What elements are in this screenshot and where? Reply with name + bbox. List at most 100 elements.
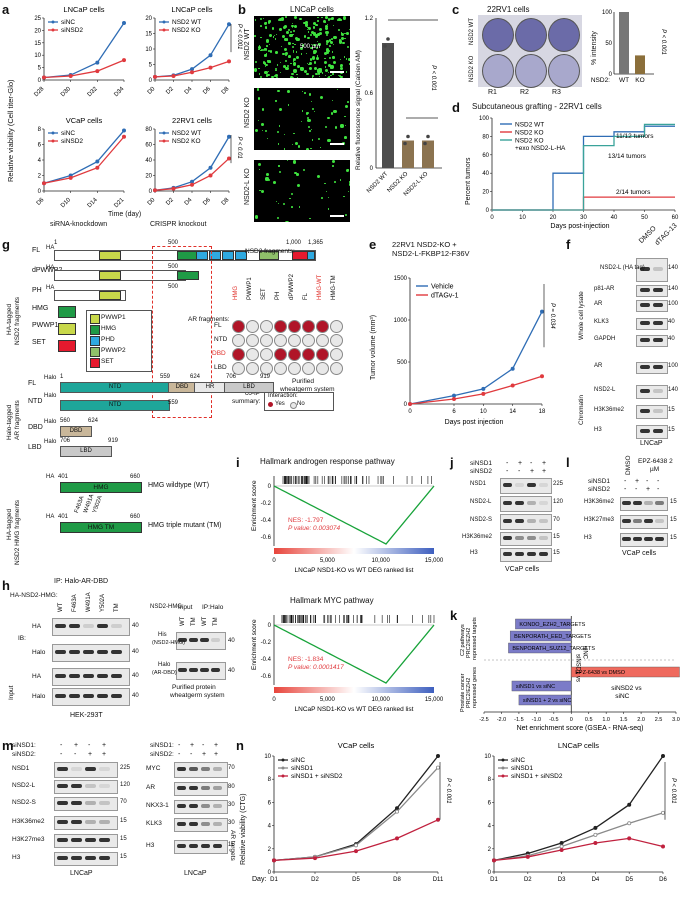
g-domain-set bbox=[58, 340, 76, 352]
band bbox=[178, 638, 187, 642]
cell-dot bbox=[293, 30, 296, 33]
f-mw: 140 bbox=[668, 286, 679, 292]
x-tick-label: D4 bbox=[184, 197, 194, 207]
cell-dot bbox=[348, 190, 350, 192]
cell-dot bbox=[275, 74, 279, 78]
band bbox=[85, 856, 96, 860]
cell-dot bbox=[316, 68, 319, 71]
cell-dot bbox=[307, 112, 310, 115]
cell-dot bbox=[275, 34, 278, 36]
g-arnum: 919 bbox=[260, 374, 271, 380]
g-interaction-dot bbox=[232, 320, 245, 333]
g-legend-label: PHD bbox=[101, 336, 115, 343]
cell-dot bbox=[300, 67, 304, 71]
x-tick-label: 6 bbox=[452, 409, 456, 415]
group1c: repressed targets bbox=[472, 617, 478, 660]
g-interaction-dot bbox=[232, 348, 245, 361]
panel-n-letter: n bbox=[236, 738, 244, 753]
y-tick-label: 4 bbox=[488, 824, 492, 830]
g-frag-col: dPWWP2 bbox=[289, 273, 295, 300]
band bbox=[644, 519, 653, 523]
legend-label: Vehicle bbox=[431, 284, 454, 291]
x-tick-label: D1 bbox=[490, 877, 498, 883]
y-tick-label: 8 bbox=[488, 777, 492, 783]
cell-dot bbox=[303, 34, 307, 38]
band bbox=[527, 519, 536, 523]
l-sign: + bbox=[635, 478, 640, 485]
cell-dot bbox=[280, 17, 285, 21]
h-mw: 40 bbox=[132, 693, 139, 699]
cell-dot bbox=[292, 33, 294, 36]
cell-dot bbox=[313, 67, 317, 71]
legend-marker bbox=[162, 28, 166, 32]
x-tick-label: D32 bbox=[87, 86, 99, 98]
data-point bbox=[394, 809, 399, 814]
x-tick-label: 15,000 bbox=[425, 697, 444, 703]
cell-dot bbox=[265, 74, 269, 77]
cell-dot bbox=[343, 136, 347, 139]
cell-dot bbox=[254, 129, 259, 133]
chart-title: VCaP cells bbox=[338, 741, 375, 750]
cell-dot bbox=[348, 58, 350, 61]
m-mw: 70 bbox=[120, 799, 127, 805]
cell-dot bbox=[331, 51, 334, 54]
bar-label: KONDO_EZH2_TARGETS bbox=[519, 622, 585, 628]
x-tick-label: D2 bbox=[311, 877, 319, 883]
j-sign: - bbox=[506, 468, 509, 475]
cell-dot bbox=[280, 72, 282, 74]
cell-dot bbox=[286, 31, 290, 34]
x-tick-label: D6 bbox=[36, 197, 46, 207]
g-num: 500 bbox=[168, 240, 179, 246]
band bbox=[177, 844, 186, 848]
y-tick-label: 0 bbox=[404, 402, 408, 408]
bar-3 bbox=[571, 666, 680, 678]
cell-dot bbox=[284, 37, 287, 41]
cell-dot bbox=[338, 29, 340, 31]
band bbox=[99, 767, 110, 771]
cell-dot bbox=[317, 43, 321, 47]
band bbox=[622, 537, 631, 541]
l-row: H3K27me3 bbox=[584, 517, 615, 523]
cell-dot bbox=[284, 53, 288, 57]
dot bbox=[423, 141, 427, 146]
g-interaction-dot bbox=[288, 348, 301, 361]
data-point bbox=[354, 843, 359, 848]
l-mw: 15 bbox=[670, 535, 677, 541]
band bbox=[177, 822, 186, 826]
band bbox=[71, 801, 82, 805]
f-cell: LNCaP bbox=[640, 440, 663, 447]
cell-dot bbox=[331, 38, 334, 40]
legend-marker bbox=[51, 20, 55, 24]
g-domain-phd bbox=[307, 251, 315, 260]
chart-n1: 0 2 4 6 8 10 D1 D2 D5 D8 D11 VCaP cells siNCsiNSD1si… bbox=[252, 741, 451, 883]
y-tick-label: 4 bbox=[268, 824, 272, 830]
x-tick-label: D6 bbox=[202, 86, 212, 96]
panel-i-letter: i bbox=[236, 455, 240, 470]
m-sign: - bbox=[178, 751, 181, 758]
y-tick-label: 15 bbox=[145, 32, 152, 38]
cell-dot bbox=[328, 18, 331, 21]
cell-dot bbox=[327, 117, 330, 120]
cell-dot bbox=[332, 24, 335, 26]
band bbox=[201, 786, 210, 790]
band bbox=[85, 767, 96, 771]
band bbox=[189, 638, 198, 642]
g-interaction-dot bbox=[330, 362, 343, 375]
h-sublane: TM bbox=[191, 617, 197, 626]
cell-dot bbox=[264, 70, 268, 74]
cell-dot bbox=[260, 49, 262, 52]
g-ar-label: FL bbox=[28, 380, 37, 387]
cell-dot bbox=[272, 36, 275, 38]
m-mw: 15 bbox=[120, 836, 127, 842]
data-point bbox=[452, 393, 457, 398]
cell-dot bbox=[263, 61, 267, 65]
g-legend-swatch bbox=[90, 314, 100, 324]
cell-dot bbox=[318, 72, 321, 75]
data-point bbox=[491, 858, 496, 863]
f-row-label: AR bbox=[594, 301, 603, 307]
cell-dot bbox=[297, 183, 301, 187]
band bbox=[640, 409, 650, 413]
cell-dot bbox=[258, 48, 261, 51]
band bbox=[527, 501, 536, 505]
